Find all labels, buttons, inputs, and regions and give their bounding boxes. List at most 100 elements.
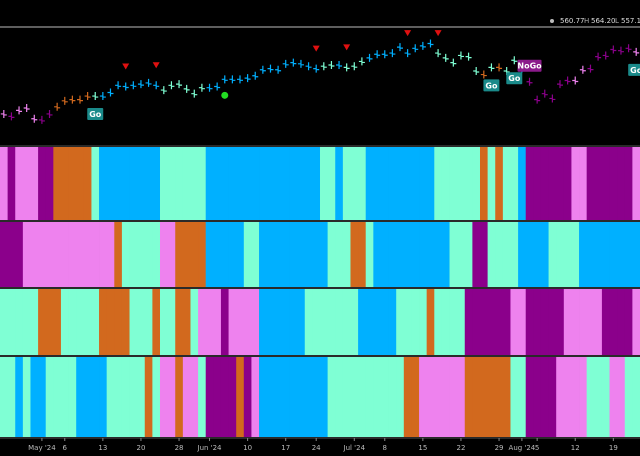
band-cell xyxy=(312,357,321,437)
band-cell xyxy=(312,147,321,220)
band-cell xyxy=(236,147,245,220)
band-cell xyxy=(472,357,481,437)
band-cell xyxy=(548,147,557,220)
band-cell xyxy=(220,147,229,220)
band-cell xyxy=(419,222,428,287)
band-cell xyxy=(525,357,534,437)
band-cell xyxy=(617,147,626,220)
price-bar xyxy=(389,49,396,58)
band-cell xyxy=(15,289,24,355)
trend-dot xyxy=(221,91,229,99)
band-cell xyxy=(228,289,237,355)
band-cell xyxy=(198,289,207,355)
band-cell xyxy=(533,289,542,355)
price-bar xyxy=(198,83,205,92)
band-cell xyxy=(304,147,313,220)
price-bar xyxy=(435,49,442,58)
countertrend-marker xyxy=(434,30,442,37)
band-cell xyxy=(540,357,549,437)
band-cell xyxy=(510,289,519,355)
band-cell xyxy=(121,289,130,355)
band-cell xyxy=(571,147,580,220)
band-cell xyxy=(632,357,640,437)
price-bar xyxy=(0,109,7,118)
band-cell xyxy=(396,289,405,355)
band-cell xyxy=(457,147,466,220)
band-cell xyxy=(22,222,31,287)
band-cell xyxy=(411,289,420,355)
countertrend-marker xyxy=(152,62,160,69)
band-cell xyxy=(502,357,511,437)
price-bar xyxy=(465,52,472,61)
band-cell xyxy=(426,147,435,220)
band-cell xyxy=(99,147,108,220)
band-cell xyxy=(624,222,633,287)
band-cell xyxy=(30,289,39,355)
band-cell xyxy=(548,357,557,437)
band-cell xyxy=(350,147,359,220)
band-cell xyxy=(510,357,519,437)
band-cell xyxy=(601,222,610,287)
band-cell xyxy=(182,357,191,437)
band-cell xyxy=(190,289,199,355)
band-cell xyxy=(449,289,458,355)
band-cell xyxy=(449,357,458,437)
band-cell xyxy=(60,222,69,287)
band-cell xyxy=(259,222,268,287)
band-cell xyxy=(289,357,298,437)
readout-icon: H xyxy=(584,17,589,25)
band-cell xyxy=(45,222,54,287)
band-cell xyxy=(68,289,77,355)
band-cell xyxy=(327,222,336,287)
band-cell xyxy=(601,289,610,355)
price-bar xyxy=(221,75,228,84)
band-cell xyxy=(365,222,374,287)
band-cell xyxy=(563,147,572,220)
band-cell xyxy=(601,357,610,437)
band-cell xyxy=(220,357,229,437)
price-bar xyxy=(61,96,68,105)
band-cell xyxy=(38,357,47,437)
price-bar xyxy=(69,95,76,104)
band-cell xyxy=(83,357,92,437)
price-bar xyxy=(137,80,144,89)
signal-box xyxy=(506,72,523,85)
band-cell xyxy=(175,289,184,355)
band-cell xyxy=(609,289,618,355)
band-cell xyxy=(259,289,268,355)
band-cell xyxy=(7,222,16,287)
band-cell xyxy=(259,357,268,437)
band-cell xyxy=(22,289,31,355)
band-cell xyxy=(457,289,466,355)
band-cell xyxy=(373,147,382,220)
band-cell xyxy=(220,222,229,287)
band-cell xyxy=(167,357,176,437)
price-bar xyxy=(366,53,373,62)
countertrend-marker xyxy=(343,44,351,51)
band-cell xyxy=(609,357,618,437)
x-tick-label: May '24 xyxy=(28,444,56,452)
band-cell xyxy=(480,147,489,220)
price-bar xyxy=(496,63,503,72)
x-tick-label: 20 xyxy=(136,444,145,452)
band-cell xyxy=(396,222,405,287)
band-cell xyxy=(586,289,595,355)
band-cell xyxy=(68,222,77,287)
readout-icon: L xyxy=(615,17,619,25)
band-cell xyxy=(228,222,237,287)
band-cell xyxy=(60,357,69,437)
band-cell xyxy=(502,289,511,355)
band-cell xyxy=(342,222,351,287)
band-cell xyxy=(594,357,603,437)
band-cell xyxy=(480,357,489,437)
band-cell xyxy=(129,222,138,287)
band-cell xyxy=(518,147,527,220)
price-bar xyxy=(473,66,480,75)
band-cell xyxy=(7,289,16,355)
band-cell xyxy=(617,222,626,287)
band-cell xyxy=(632,289,640,355)
band-cell xyxy=(266,222,275,287)
price-bar xyxy=(404,49,411,58)
band-cell xyxy=(0,289,9,355)
